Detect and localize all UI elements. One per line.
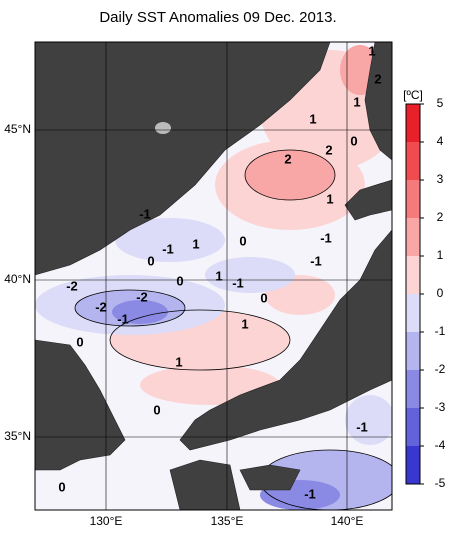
contour-label: -1 xyxy=(232,275,244,290)
contour-label: -1 xyxy=(117,311,129,326)
map-frame xyxy=(34,41,393,511)
contour-label: 1 xyxy=(175,354,182,369)
grid xyxy=(35,42,392,510)
latitude-labels: 45°N 40°N 35°N xyxy=(4,122,31,443)
colorbar-tick-label: 2 xyxy=(437,210,444,224)
longitude-labels: 130°E 135°E 140°E xyxy=(90,514,364,528)
colorbar-swatch xyxy=(406,332,420,370)
contour-label: 1 xyxy=(241,316,248,331)
contour-label: 0 xyxy=(58,479,65,494)
contour-label: 0 xyxy=(260,290,267,305)
contour-label: 0 xyxy=(147,253,154,268)
colorbar-swatch xyxy=(406,294,420,332)
contour-label: 1 xyxy=(309,111,316,126)
lat-label: 35°N xyxy=(4,429,31,443)
contour-label: 2 xyxy=(374,71,381,86)
colorbar-swatch xyxy=(406,218,420,256)
colorbar-tick-label: 1 xyxy=(437,248,444,262)
contour-label: 0 xyxy=(76,334,83,349)
contour-label: 1 xyxy=(215,268,222,283)
colorbar-swatch xyxy=(406,408,420,446)
colorbar-tick-label: -5 xyxy=(435,476,446,490)
contour-label: -1 xyxy=(162,241,174,256)
colorbar-tick-label: 0 xyxy=(437,286,444,300)
title: Daily SST Anomalies 09 Dec. 2013. xyxy=(99,9,336,26)
colorbar-tick-label: -2 xyxy=(435,362,446,376)
anomaly-field xyxy=(35,45,392,510)
contour-label: 2 xyxy=(325,142,332,157)
contour-label: 1 xyxy=(192,236,199,251)
colorbar-swatch xyxy=(406,142,420,180)
contour-label: -2 xyxy=(95,299,107,314)
lon-label: 130°E xyxy=(90,514,123,528)
colorbar-tick-label: 3 xyxy=(437,172,444,186)
contour-label: 0 xyxy=(239,233,246,248)
colorbar-unit: [ºC] xyxy=(403,88,423,102)
colorbar-swatch xyxy=(406,104,420,142)
colorbar-swatch xyxy=(406,446,420,484)
contour-label: 1 xyxy=(326,191,333,206)
contour-label: 0 xyxy=(176,273,183,288)
contour-label: -1 xyxy=(304,486,316,501)
contour-label: 2 xyxy=(284,151,291,166)
contour-label: -2 xyxy=(136,289,148,304)
colorbar-swatch xyxy=(406,256,420,294)
contour-label: -1 xyxy=(310,253,322,268)
contour-label: -1 xyxy=(139,206,151,221)
lon-label: 135°E xyxy=(211,514,244,528)
lat-label: 40°N xyxy=(4,272,31,286)
colorbar-tick-label: -4 xyxy=(435,438,446,452)
contour-label: 0 xyxy=(350,133,357,148)
contour-label: -1 xyxy=(320,230,332,245)
land xyxy=(35,42,392,510)
colorbar-tick-label: 5 xyxy=(437,96,444,110)
colorbar-swatch xyxy=(406,180,420,218)
contour-label: 1 xyxy=(353,94,360,109)
contour-label: 1 xyxy=(368,43,375,58)
lat-label: 45°N xyxy=(4,122,31,136)
contour-label: -2 xyxy=(66,278,78,293)
colorbar: 5 4 3 2 1 0 -1 -2 -3 -4 -5 xyxy=(405,96,446,490)
contour-label: -1 xyxy=(356,419,368,434)
lon-label: 140°E xyxy=(331,514,364,528)
colorbar-tick-label: -1 xyxy=(435,324,446,338)
colorbar-tick-label: -3 xyxy=(435,400,446,414)
colorbar-swatch xyxy=(406,370,420,408)
colorbar-tick-label: 4 xyxy=(437,134,444,148)
contour-label: 0 xyxy=(153,402,160,417)
